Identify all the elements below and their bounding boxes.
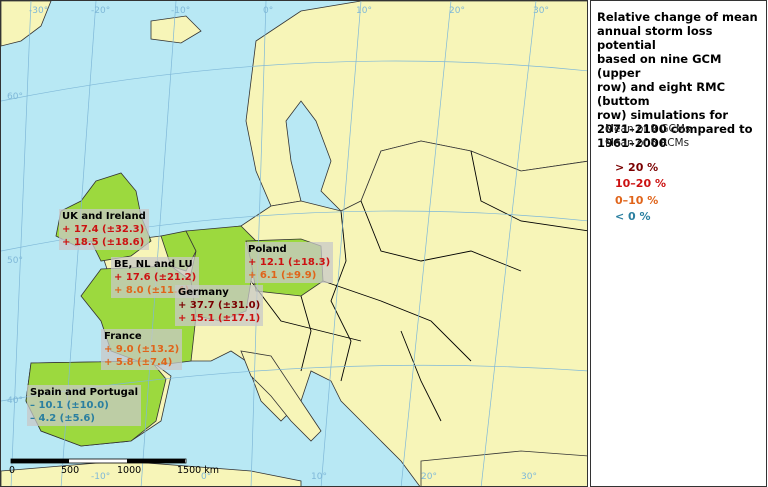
longitude-label: -10° (171, 6, 190, 16)
iceland (150, 15, 202, 44)
region-label-uk-ireland: UK and Ireland + 17.4 (±32.3) + 18.5 (±1… (59, 209, 149, 250)
legend-category-gt20: > 20 % (615, 161, 659, 174)
italy (240, 350, 322, 442)
legend-gcm-label: Mean of 9 GCMs (605, 123, 691, 135)
longitude-label: -30° (29, 6, 48, 16)
legend-title-line: row) and eight RMC (buttom (597, 80, 726, 108)
region-label-poland: Poland + 12.1 (±18.3) + 6.1 (±9.9) (245, 242, 334, 283)
latitude-label: 60° (7, 92, 23, 102)
region-name: France (104, 331, 142, 342)
longitude-label: 30° (533, 6, 549, 16)
longitude-label: 30° (521, 472, 537, 482)
longitude-label: -10° (91, 472, 110, 482)
rcm-value: + 15.1 (±17.1) (178, 313, 261, 324)
legend-title-line: based on nine GCM (upper (597, 52, 722, 80)
gcm-value: + 17.6 (±21.2) (114, 272, 197, 283)
scale-label-1000: 1000 (117, 465, 142, 476)
legend-title-line: annual storm loss potential (597, 24, 713, 52)
gcm-value: – 10.1 (±10.0) (30, 400, 109, 411)
scale-bar (10, 458, 187, 464)
graticule-labels: -30° -20° -10° 0° 10° 20° 30° 60° 50° 40° -10° 0° 10… (7, 6, 549, 482)
longitude-label: 10° (311, 472, 327, 482)
region-name: Spain and Portugal (30, 387, 139, 398)
gcm-value: + 12.1 (±18.3) (248, 257, 331, 268)
region-name: UK and Ireland (62, 211, 146, 222)
rcm-value: + 18.5 (±18.6) (62, 237, 145, 248)
legend-title-line: 2071–2100 compared to (597, 122, 753, 136)
legend-panel: Relative change of mean annual storm los… (590, 0, 767, 487)
scale-label-500: 500 (61, 465, 80, 476)
rcm-value: + 5.8 (±7.4) (104, 357, 173, 368)
rcm-value: + 8.0 (±11.4) (114, 285, 190, 296)
legend-category-0-10: 0–10 % (615, 194, 659, 207)
gcm-value: + 37.7 (±31.0) (178, 300, 261, 311)
legend-title-line: 1961–2000 (597, 136, 667, 150)
region-name: Poland (248, 244, 287, 255)
turkey (420, 450, 587, 486)
region-label-france: France + 9.0 (±13.2) + 5.8 (±7.4) (101, 329, 183, 370)
rcm-value: + 6.1 (±9.9) (248, 270, 317, 281)
greenland (1, 1, 52, 47)
scale-label-1500: 1500 km (177, 465, 219, 476)
longitude-label: 0° (201, 472, 211, 482)
country-borders (250, 150, 587, 422)
map-panel: -30° -20° -10° 0° 10° 20° 30° 60° 50° 40° -10° 0° 10… (0, 0, 588, 487)
gcm-value: + 9.0 (±13.2) (104, 344, 180, 355)
legend-rcm-label: Mean of 8 RCMs (605, 137, 690, 149)
scale-label-0: 0 (9, 465, 16, 476)
region-name: BE, NL and LU (114, 259, 193, 270)
longitude-label: 10° (356, 6, 372, 16)
legend-title: Relative change of mean annual storm los… (597, 10, 763, 150)
latitude-label: 40° (7, 396, 23, 406)
legend-title-line: row) simulations for (597, 108, 729, 122)
latitude-label: 50° (7, 256, 23, 266)
longitude-label: -20° (91, 6, 110, 16)
legend-category-10-20: 10–20 % (615, 177, 666, 190)
rcm-value: – 4.2 (±5.6) (30, 413, 95, 424)
legend-category-lt0: < 0 % (615, 210, 651, 223)
longitude-label: 20° (421, 472, 437, 482)
region-name: Germany (178, 287, 229, 298)
region-label-spain-portugal: Spain and Portugal – 10.1 (±10.0) – 4.2 … (27, 385, 142, 426)
longitude-label: 20° (449, 6, 465, 16)
gcm-value: + 17.4 (±32.3) (62, 224, 145, 235)
region-label-germany: Germany + 37.7 (±31.0) + 15.1 (±17.1) (175, 285, 264, 326)
legend-title-line: Relative change of mean (597, 10, 758, 24)
longitude-label: 0° (263, 6, 273, 16)
